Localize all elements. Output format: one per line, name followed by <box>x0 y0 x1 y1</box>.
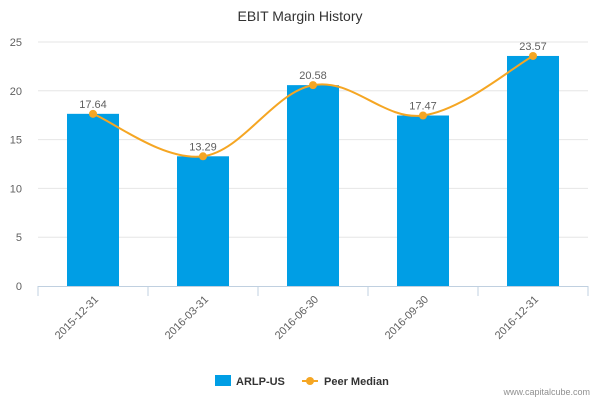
data-label: 20.58 <box>299 70 327 82</box>
y-tick-label: 10 <box>10 183 22 195</box>
y-tick-label: 20 <box>10 86 22 98</box>
bar <box>507 55 559 286</box>
legend-item-peer-median[interactable]: Peer Median <box>302 376 389 388</box>
chart-title: EBIT Margin History <box>238 8 363 24</box>
y-tick-label: 25 <box>10 37 22 49</box>
x-tick-label: 2016-03-31 <box>163 294 211 342</box>
peer-median-point <box>89 109 97 118</box>
x-tick-label: 2015-12-31 <box>53 294 101 342</box>
data-label: 23.57 <box>519 41 547 53</box>
peer-median-point <box>529 51 537 60</box>
bar <box>397 115 449 286</box>
x-tick-label: 2016-12-31 <box>493 294 541 342</box>
bar <box>67 113 119 286</box>
data-label: 17.47 <box>409 100 437 112</box>
x-axis: 2015-12-31 2016-03-31 2016-06-30 2016-09-30… <box>37 286 589 342</box>
y-axis: 0 5 10 15 20 25 <box>10 37 22 293</box>
legend-label-arlp: ARLP-US <box>236 376 285 388</box>
bar <box>287 85 339 287</box>
legend[interactable]: ARLP-US Peer Median <box>215 375 389 388</box>
data-label: 13.29 <box>189 141 217 153</box>
legend-swatch-marker <box>306 377 314 385</box>
legend-item-arlp[interactable]: ARLP-US <box>215 375 285 388</box>
x-tick-label: 2016-06-30 <box>273 294 321 342</box>
peer-median-series <box>89 51 537 161</box>
legend-label-peer-median: Peer Median <box>324 376 389 388</box>
credit-text[interactable]: www.capitalcube.com <box>502 387 590 397</box>
data-labels: 17.64 13.29 20.58 17.47 23.57 <box>79 41 547 153</box>
y-tick-label: 15 <box>10 135 22 147</box>
legend-swatch-bar <box>215 375 231 386</box>
bar-series <box>67 55 559 287</box>
peer-median-point <box>309 81 317 90</box>
y-tick-label: 5 <box>16 232 22 244</box>
data-label: 17.64 <box>79 99 107 111</box>
peer-median-point <box>199 152 207 161</box>
x-tick-label: 2016-09-30 <box>383 294 431 342</box>
peer-median-point <box>419 111 427 120</box>
y-tick-label: 0 <box>16 281 22 293</box>
bar <box>177 156 229 286</box>
